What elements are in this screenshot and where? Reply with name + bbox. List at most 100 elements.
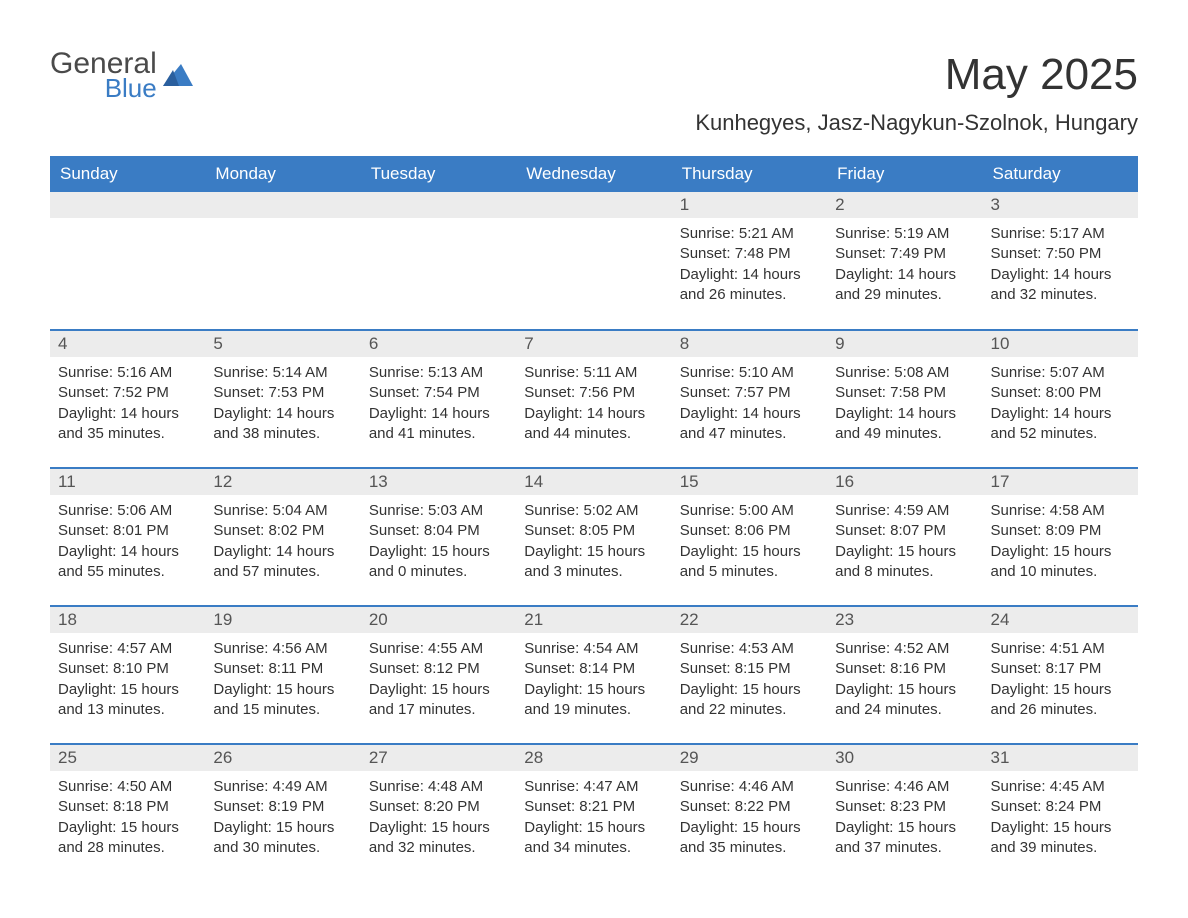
day-body: Sunrise: 4:50 AMSunset: 8:18 PMDaylight:…: [50, 771, 205, 868]
calendar-cell: 4Sunrise: 5:16 AMSunset: 7:52 PMDaylight…: [50, 330, 205, 468]
day-number: 15: [672, 469, 827, 495]
calendar-week: 4Sunrise: 5:16 AMSunset: 7:52 PMDaylight…: [50, 330, 1138, 468]
day-number: 21: [516, 607, 671, 633]
sunset-line: Sunset: 7:50 PM: [991, 244, 1130, 264]
sunrise-line: Sunrise: 4:45 AM: [991, 777, 1130, 797]
sunrise-line: Sunrise: 5:04 AM: [213, 501, 352, 521]
sunrise-line: Sunrise: 5:00 AM: [680, 501, 819, 521]
calendar-cell: 25Sunrise: 4:50 AMSunset: 8:18 PMDayligh…: [50, 744, 205, 882]
daylight-line: Daylight: 15 hours and 32 minutes.: [369, 818, 508, 859]
day-body: Sunrise: 5:06 AMSunset: 8:01 PMDaylight:…: [50, 495, 205, 592]
day-number: 3: [983, 192, 1138, 218]
day-body: Sunrise: 5:13 AMSunset: 7:54 PMDaylight:…: [361, 357, 516, 454]
sunrise-line: Sunrise: 4:55 AM: [369, 639, 508, 659]
calendar-cell: 17Sunrise: 4:58 AMSunset: 8:09 PMDayligh…: [983, 468, 1138, 606]
day-number: 29: [672, 745, 827, 771]
day-body: Sunrise: 4:49 AMSunset: 8:19 PMDaylight:…: [205, 771, 360, 868]
calendar-head: SundayMondayTuesdayWednesdayThursdayFrid…: [50, 156, 1138, 192]
calendar-cell: 11Sunrise: 5:06 AMSunset: 8:01 PMDayligh…: [50, 468, 205, 606]
sunset-line: Sunset: 7:48 PM: [680, 244, 819, 264]
daylight-line: Daylight: 15 hours and 22 minutes.: [680, 680, 819, 721]
day-body: Sunrise: 5:21 AMSunset: 7:48 PMDaylight:…: [672, 218, 827, 315]
calendar-cell: 7Sunrise: 5:11 AMSunset: 7:56 PMDaylight…: [516, 330, 671, 468]
day-number: 30: [827, 745, 982, 771]
calendar-cell: 12Sunrise: 5:04 AMSunset: 8:02 PMDayligh…: [205, 468, 360, 606]
day-body: Sunrise: 4:56 AMSunset: 8:11 PMDaylight:…: [205, 633, 360, 730]
sunset-line: Sunset: 7:54 PM: [369, 383, 508, 403]
sunrise-line: Sunrise: 4:46 AM: [835, 777, 974, 797]
day-header: Monday: [205, 156, 360, 192]
calendar-cell: 8Sunrise: 5:10 AMSunset: 7:57 PMDaylight…: [672, 330, 827, 468]
day-body: Sunrise: 5:07 AMSunset: 8:00 PMDaylight:…: [983, 357, 1138, 454]
day-body: Sunrise: 4:55 AMSunset: 8:12 PMDaylight:…: [361, 633, 516, 730]
sunset-line: Sunset: 8:23 PM: [835, 797, 974, 817]
daylight-line: Daylight: 15 hours and 0 minutes.: [369, 542, 508, 583]
day-body: Sunrise: 4:54 AMSunset: 8:14 PMDaylight:…: [516, 633, 671, 730]
sunrise-line: Sunrise: 4:51 AM: [991, 639, 1130, 659]
calendar-body: 1Sunrise: 5:21 AMSunset: 7:48 PMDaylight…: [50, 192, 1138, 882]
calendar-cell: 27Sunrise: 4:48 AMSunset: 8:20 PMDayligh…: [361, 744, 516, 882]
daylight-line: Daylight: 14 hours and 26 minutes.: [680, 265, 819, 306]
calendar-table: SundayMondayTuesdayWednesdayThursdayFrid…: [50, 156, 1138, 882]
day-number: 24: [983, 607, 1138, 633]
calendar-cell: 5Sunrise: 5:14 AMSunset: 7:53 PMDaylight…: [205, 330, 360, 468]
day-number: [205, 192, 360, 218]
sunset-line: Sunset: 8:17 PM: [991, 659, 1130, 679]
day-number: 25: [50, 745, 205, 771]
daylight-line: Daylight: 14 hours and 44 minutes.: [524, 404, 663, 445]
day-number: 4: [50, 331, 205, 357]
day-number: 19: [205, 607, 360, 633]
sunset-line: Sunset: 8:10 PM: [58, 659, 197, 679]
title-block: May 2025 Kunhegyes, Jasz-Nagykun-Szolnok…: [695, 50, 1138, 150]
sunrise-line: Sunrise: 5:19 AM: [835, 224, 974, 244]
month-title: May 2025: [695, 50, 1138, 100]
day-number: 14: [516, 469, 671, 495]
sunset-line: Sunset: 8:12 PM: [369, 659, 508, 679]
sunset-line: Sunset: 8:18 PM: [58, 797, 197, 817]
sunrise-line: Sunrise: 5:17 AM: [991, 224, 1130, 244]
sunrise-line: Sunrise: 4:56 AM: [213, 639, 352, 659]
day-header: Friday: [827, 156, 982, 192]
calendar-cell: 26Sunrise: 4:49 AMSunset: 8:19 PMDayligh…: [205, 744, 360, 882]
day-number: 7: [516, 331, 671, 357]
day-body: Sunrise: 5:16 AMSunset: 7:52 PMDaylight:…: [50, 357, 205, 454]
sunrise-line: Sunrise: 4:52 AM: [835, 639, 974, 659]
daylight-line: Daylight: 15 hours and 39 minutes.: [991, 818, 1130, 859]
sunrise-line: Sunrise: 5:02 AM: [524, 501, 663, 521]
day-header: Thursday: [672, 156, 827, 192]
day-number: 31: [983, 745, 1138, 771]
calendar-cell: 24Sunrise: 4:51 AMSunset: 8:17 PMDayligh…: [983, 606, 1138, 744]
day-body: Sunrise: 4:46 AMSunset: 8:23 PMDaylight:…: [827, 771, 982, 868]
day-header: Saturday: [983, 156, 1138, 192]
day-body: Sunrise: 4:48 AMSunset: 8:20 PMDaylight:…: [361, 771, 516, 868]
sunrise-line: Sunrise: 4:59 AM: [835, 501, 974, 521]
sunset-line: Sunset: 8:07 PM: [835, 521, 974, 541]
day-number: 17: [983, 469, 1138, 495]
sunset-line: Sunset: 8:00 PM: [991, 383, 1130, 403]
sunset-line: Sunset: 8:22 PM: [680, 797, 819, 817]
sunrise-line: Sunrise: 4:49 AM: [213, 777, 352, 797]
sunrise-line: Sunrise: 4:57 AM: [58, 639, 197, 659]
day-body: Sunrise: 5:19 AMSunset: 7:49 PMDaylight:…: [827, 218, 982, 315]
daylight-line: Daylight: 14 hours and 38 minutes.: [213, 404, 352, 445]
daylight-line: Daylight: 14 hours and 47 minutes.: [680, 404, 819, 445]
day-number: 1: [672, 192, 827, 218]
sunrise-line: Sunrise: 5:10 AM: [680, 363, 819, 383]
calendar-cell: 18Sunrise: 4:57 AMSunset: 8:10 PMDayligh…: [50, 606, 205, 744]
sunset-line: Sunset: 8:21 PM: [524, 797, 663, 817]
logo: General Blue: [50, 50, 195, 100]
day-body: Sunrise: 5:03 AMSunset: 8:04 PMDaylight:…: [361, 495, 516, 592]
sunset-line: Sunset: 8:04 PM: [369, 521, 508, 541]
day-body: Sunrise: 4:59 AMSunset: 8:07 PMDaylight:…: [827, 495, 982, 592]
day-body: Sunrise: 4:45 AMSunset: 8:24 PMDaylight:…: [983, 771, 1138, 868]
day-number: 22: [672, 607, 827, 633]
day-header: Wednesday: [516, 156, 671, 192]
sunset-line: Sunset: 8:16 PM: [835, 659, 974, 679]
day-number: 20: [361, 607, 516, 633]
sunrise-line: Sunrise: 5:14 AM: [213, 363, 352, 383]
day-body: Sunrise: 4:52 AMSunset: 8:16 PMDaylight:…: [827, 633, 982, 730]
day-body: Sunrise: 4:58 AMSunset: 8:09 PMDaylight:…: [983, 495, 1138, 592]
sunrise-line: Sunrise: 4:47 AM: [524, 777, 663, 797]
calendar-cell: 9Sunrise: 5:08 AMSunset: 7:58 PMDaylight…: [827, 330, 982, 468]
sunrise-line: Sunrise: 5:13 AM: [369, 363, 508, 383]
